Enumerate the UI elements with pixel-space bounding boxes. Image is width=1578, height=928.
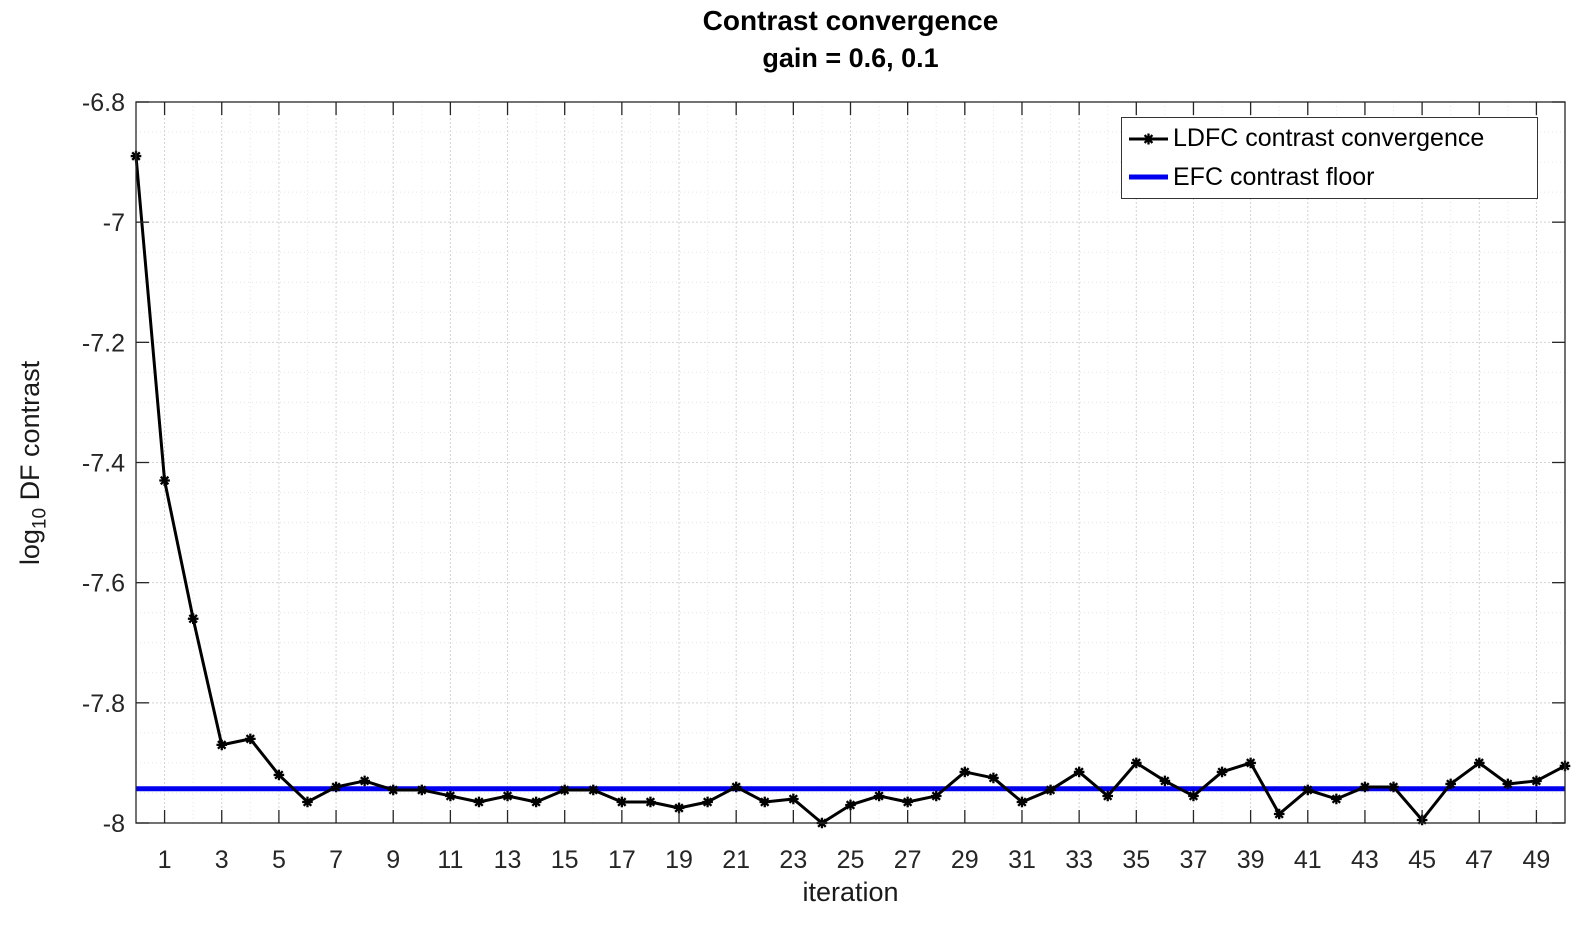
x-tick-label: 9 — [386, 846, 400, 874]
chart-subtitle: gain = 0.6, 0.1 — [762, 43, 939, 73]
data-point-marker — [788, 793, 799, 805]
legend-item-ldfc: LDFC contrast convergence — [1128, 121, 1537, 157]
data-point-marker — [187, 613, 199, 625]
x-tick-label: 3 — [215, 846, 229, 874]
data-point-marker — [530, 796, 542, 808]
data-point-marker — [559, 784, 570, 796]
chart-title: Contrast convergence — [702, 5, 999, 36]
x-tick-label: 47 — [1465, 846, 1493, 874]
x-tick-label: 25 — [837, 846, 865, 874]
y-tick-label: -7.6 — [82, 570, 125, 598]
x-tick-label: 33 — [1065, 846, 1093, 874]
data-point-marker — [416, 784, 428, 796]
x-tick-label: 13 — [494, 846, 522, 874]
data-point-marker — [645, 796, 656, 808]
data-point-marker — [473, 796, 485, 808]
legend: LDFC contrast convergence EFC contrast f… — [1121, 117, 1538, 199]
data-point-marker — [959, 766, 971, 778]
data-point-marker — [359, 775, 370, 787]
x-tick-label: 39 — [1237, 846, 1265, 874]
data-point-marker — [759, 796, 771, 808]
data-point-marker — [1473, 757, 1485, 769]
ldfc-line-with-asterisk-marker-sample — [1129, 133, 1168, 145]
data-point-marker — [730, 781, 742, 793]
x-tick-label: 49 — [1523, 846, 1551, 874]
data-point-marker — [902, 796, 913, 808]
x-tick-label: 1 — [158, 846, 172, 874]
data-point-marker — [245, 733, 256, 745]
data-point-marker — [1273, 808, 1285, 820]
y-axis-label-subscript: 10 — [29, 507, 51, 530]
data-point-marker — [1531, 775, 1542, 787]
x-tick-label: 5 — [272, 846, 286, 874]
data-point-marker — [587, 784, 599, 796]
data-point-marker — [673, 802, 685, 814]
data-point-marker — [616, 796, 628, 808]
x-tick-label: 31 — [1008, 846, 1036, 874]
data-point-marker — [1131, 757, 1142, 769]
data-point-marker — [330, 781, 342, 793]
data-point-marker — [1159, 775, 1171, 787]
x-tick-label: 7 — [329, 846, 343, 874]
data-point-marker — [1216, 766, 1228, 778]
data-point-marker — [302, 796, 313, 808]
y-tick-label: -7.8 — [82, 690, 125, 718]
x-tick-label: 19 — [665, 846, 693, 874]
y-tick-label: -7.4 — [82, 450, 125, 478]
x-tick-label: 37 — [1180, 846, 1208, 874]
y-axis-label-prefix: log — [15, 529, 45, 566]
data-point-marker — [387, 784, 399, 796]
data-point-marker — [273, 769, 285, 781]
y-tick-label: -7.2 — [82, 329, 125, 357]
data-point-marker — [1045, 784, 1056, 796]
legend-label-ldfc: LDFC contrast convergence — [1173, 124, 1485, 153]
efc-line-sample — [1129, 174, 1168, 180]
legend-label-efc: EFC contrast floor — [1173, 162, 1375, 191]
data-point-marker — [502, 790, 513, 802]
x-tick-label: 15 — [551, 846, 579, 874]
data-point-marker — [445, 790, 456, 802]
x-tick-label: 23 — [779, 846, 807, 874]
x-tick-label: 21 — [722, 846, 750, 874]
data-point-marker — [1016, 796, 1028, 808]
data-point-marker — [873, 790, 885, 802]
y-axis-label: log10 DF contrast — [10, 273, 50, 653]
data-point-marker — [1245, 757, 1256, 769]
data-point-marker — [1102, 790, 1114, 802]
y-tick-label: -7 — [103, 209, 125, 237]
x-tick-label: 27 — [894, 846, 922, 874]
x-tick-label: 29 — [951, 846, 979, 874]
data-point-marker — [159, 475, 170, 486]
x-tick-label: 45 — [1408, 846, 1436, 874]
data-point-marker — [1502, 778, 1514, 790]
y-tick-label: -8 — [103, 810, 125, 838]
data-point-marker — [1073, 766, 1085, 778]
y-axis-label-suffix: DF contrast — [15, 360, 45, 508]
y-tick-label: -6.8 — [82, 89, 125, 117]
x-tick-label: 35 — [1122, 846, 1150, 874]
x-axis-label: iteration — [802, 877, 899, 907]
x-tick-label: 11 — [437, 846, 463, 874]
data-point-marker — [930, 790, 942, 802]
data-point-marker — [1445, 778, 1456, 790]
data-point-marker — [702, 796, 713, 808]
data-point-marker — [1188, 790, 1199, 802]
data-point-marker — [845, 799, 856, 811]
data-point-marker — [1331, 793, 1342, 805]
data-point-marker — [1359, 781, 1371, 793]
x-tick-label: 41 — [1294, 846, 1322, 874]
legend-item-efc: EFC contrast floor — [1128, 159, 1537, 195]
data-point-marker — [1302, 784, 1314, 796]
data-point-marker — [216, 739, 228, 751]
data-point-marker — [988, 772, 999, 784]
data-point-marker — [1388, 781, 1399, 793]
x-tick-label: 17 — [608, 846, 636, 874]
x-tick-label: 43 — [1351, 846, 1379, 874]
legend-sample-asterisk-marker — [1143, 133, 1154, 145]
